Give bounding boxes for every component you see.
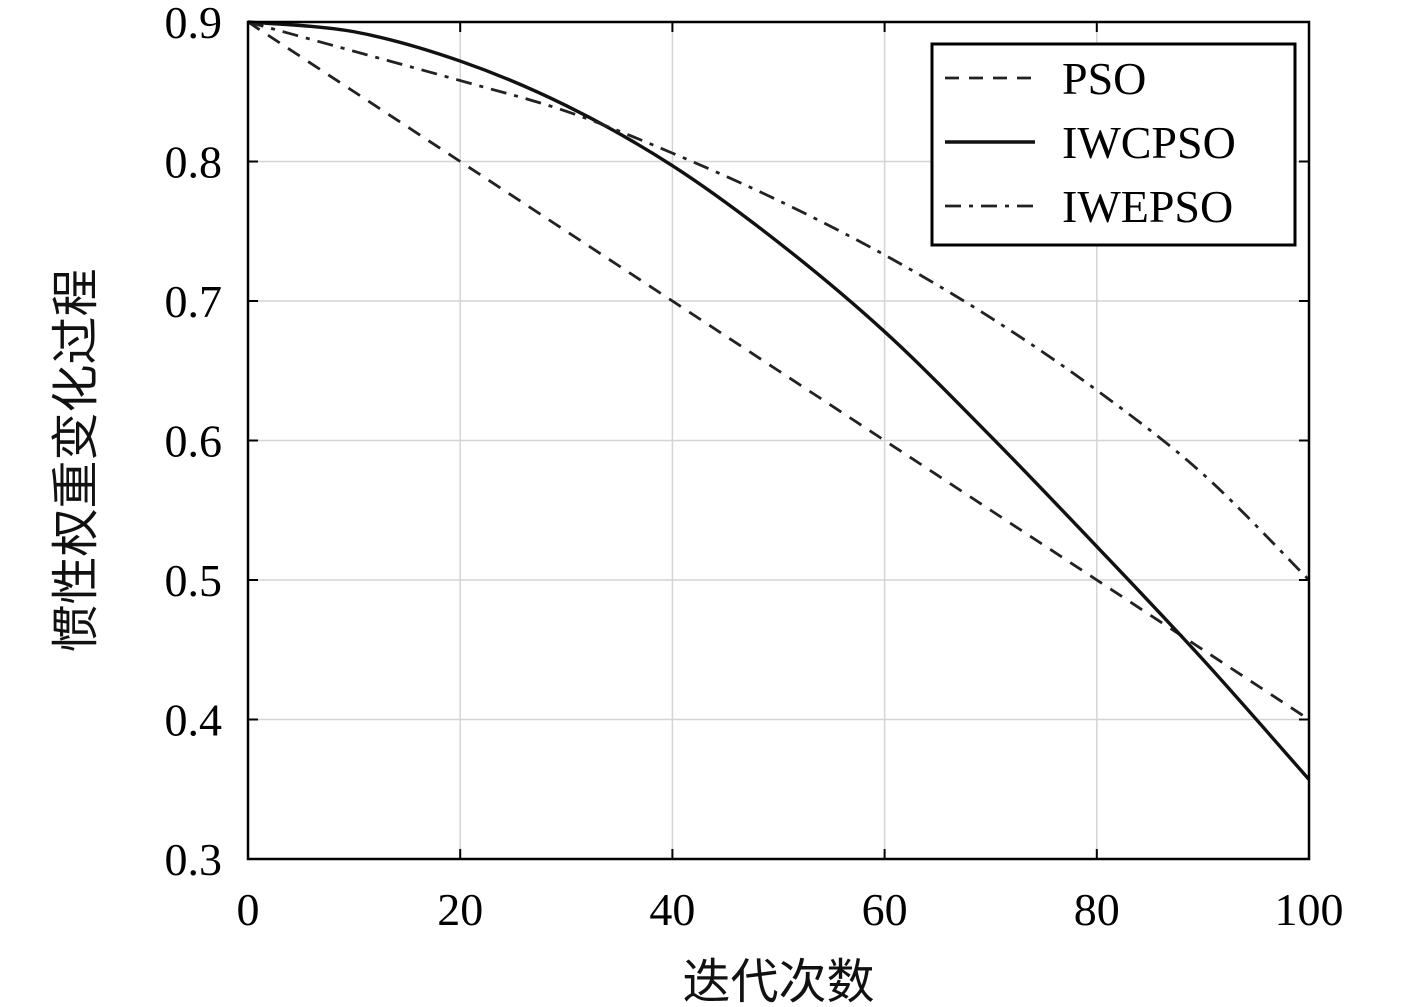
y-tick-label: 0.4 bbox=[165, 695, 223, 746]
legend-label-iwepso: IWEPSO bbox=[1062, 181, 1233, 232]
legend-label-pso: PSO bbox=[1062, 53, 1146, 104]
y-tick-label: 0.9 bbox=[165, 0, 223, 48]
x-tick-label: 0 bbox=[237, 884, 260, 935]
legend: PSO IWCPSO IWEPSO bbox=[930, 42, 1297, 247]
x-axis-title: 迭代次数 bbox=[682, 954, 874, 1007]
legend-items: PSO IWCPSO IWEPSO bbox=[945, 53, 1236, 232]
y-tick-label: 0.5 bbox=[165, 555, 223, 606]
ticks bbox=[247, 21, 1310, 860]
series-line-iwcpso bbox=[247, 20, 1311, 781]
x-tick-label: 100 bbox=[1275, 884, 1344, 935]
x-tick-label: 60 bbox=[862, 884, 908, 935]
y-tick-label: 0.7 bbox=[165, 276, 223, 327]
series-line-iwepso bbox=[247, 20, 1310, 581]
y-tick-label: 0.3 bbox=[165, 834, 223, 885]
x-tick-label: 40 bbox=[649, 884, 695, 935]
tick-labels: 0 20 40 60 80 100 0.3 0.4 0.5 0.6 0.7 0.8 0.9 bbox=[165, 0, 1344, 935]
y-tick-label: 0.6 bbox=[165, 416, 223, 467]
legend-box bbox=[930, 42, 1297, 247]
series-line-pso bbox=[247, 20, 1310, 721]
x-tick-label: 80 bbox=[1074, 884, 1120, 935]
series-layer bbox=[247, 20, 1311, 781]
legend-label-iwcpso: IWCPSO bbox=[1062, 117, 1236, 168]
x-tick-label: 20 bbox=[437, 884, 483, 935]
y-axis-title: 惯性权重变化过程 bbox=[48, 268, 104, 652]
y-tick-label: 0.8 bbox=[165, 137, 223, 188]
